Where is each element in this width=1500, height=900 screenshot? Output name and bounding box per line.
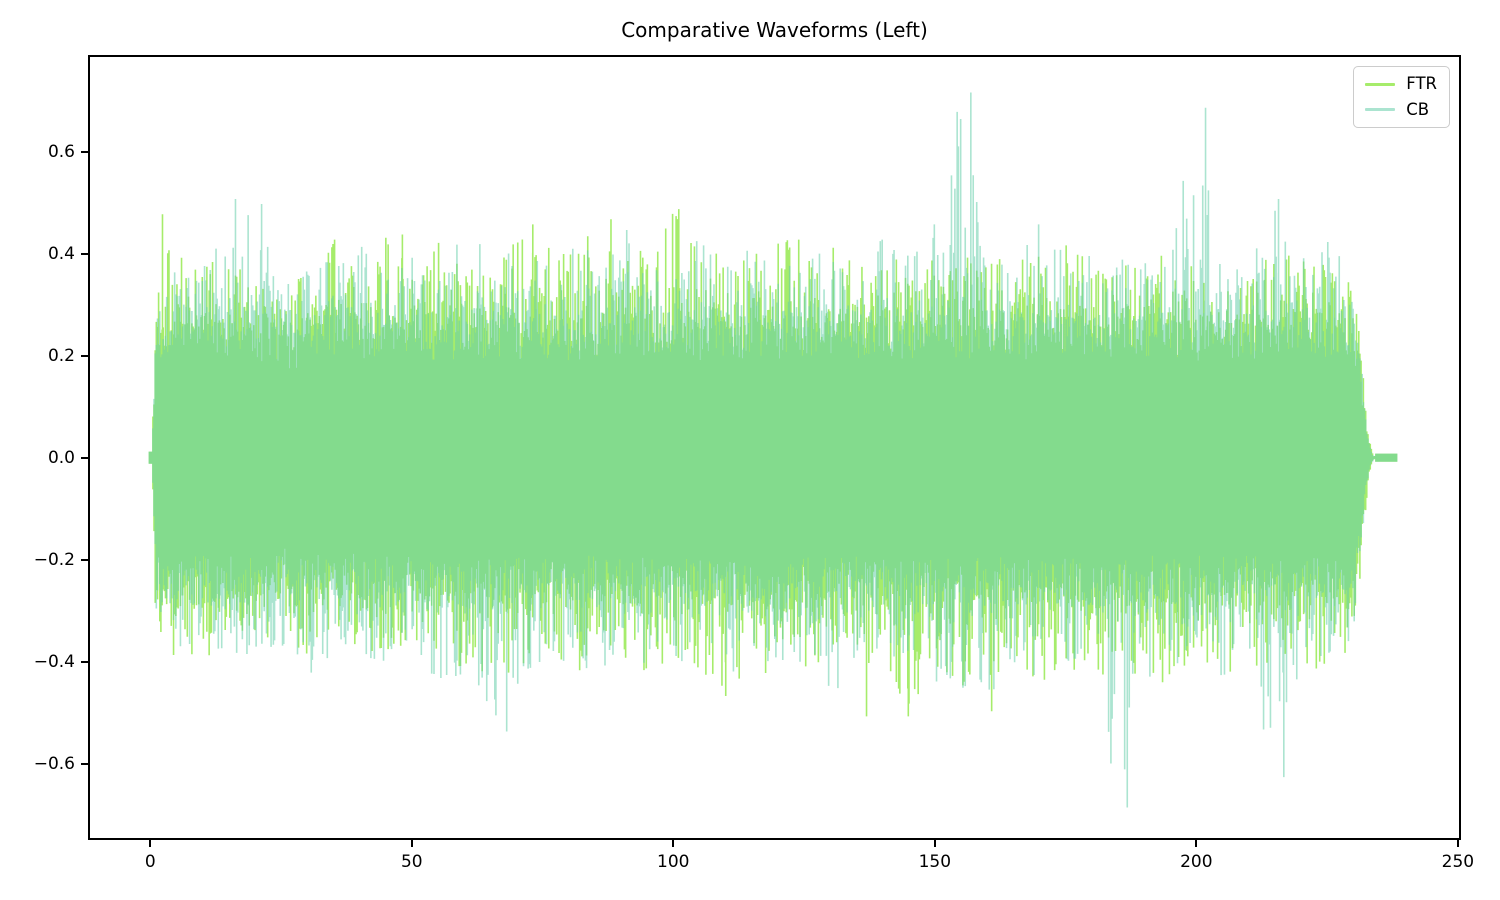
x-tick-mark bbox=[933, 840, 936, 847]
y-tick-label: −0.2 bbox=[33, 549, 75, 570]
x-tick-label: 150 bbox=[918, 852, 952, 872]
ftr-line-swatch bbox=[1365, 82, 1396, 86]
x-tick-label: 100 bbox=[657, 852, 690, 872]
y-tick-mark bbox=[81, 150, 88, 153]
y-tick-mark bbox=[81, 456, 88, 459]
y-tick-mark bbox=[81, 660, 88, 663]
waveform-canvas bbox=[148, 92, 1398, 808]
y-tick-label: 0.0 bbox=[47, 447, 75, 468]
legend-label-ftr: FTR bbox=[1406, 74, 1437, 93]
cb-waveform bbox=[148, 92, 1398, 808]
y-tick-label: 0.4 bbox=[47, 243, 75, 264]
x-tick-mark bbox=[672, 840, 675, 847]
cb-line-swatch bbox=[1365, 108, 1396, 112]
y-tick-mark bbox=[81, 762, 88, 765]
plot-area: FTR CB bbox=[88, 55, 1461, 840]
x-tick-label: 50 bbox=[400, 852, 423, 872]
y-tick-label: −0.4 bbox=[33, 651, 75, 672]
y-tick-label: 0.6 bbox=[47, 141, 75, 162]
x-tick-label: 200 bbox=[1180, 852, 1213, 872]
y-tick-mark bbox=[81, 252, 88, 255]
legend: FTR CB bbox=[1353, 66, 1450, 128]
y-tick-label: −0.6 bbox=[33, 753, 75, 774]
legend-item-cb: CB bbox=[1365, 99, 1437, 119]
y-tick-mark bbox=[81, 558, 88, 561]
x-tick-mark bbox=[410, 840, 413, 847]
x-tick-label: 250 bbox=[1441, 852, 1475, 872]
x-tick-label: 0 bbox=[144, 852, 156, 872]
chart-title: Comparative Waveforms (Left) bbox=[621, 18, 928, 42]
x-tick-mark bbox=[149, 840, 152, 847]
x-tick-mark bbox=[1195, 840, 1198, 847]
x-tick-mark bbox=[1456, 840, 1459, 847]
y-tick-label: 0.2 bbox=[47, 345, 75, 366]
y-tick-mark bbox=[81, 354, 88, 357]
legend-label-cb: CB bbox=[1406, 99, 1430, 119]
legend-item-ftr: FTR bbox=[1365, 74, 1437, 93]
